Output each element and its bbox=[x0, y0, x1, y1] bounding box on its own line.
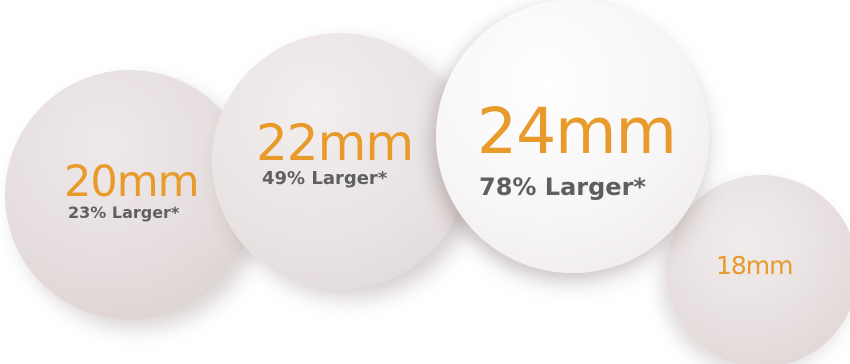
coin-20mm bbox=[5, 70, 255, 320]
coin-22mm bbox=[212, 33, 468, 289]
coin-20mm-percent-label: 23% Larger* bbox=[68, 203, 180, 222]
coin-22mm-percent-label: 49% Larger* bbox=[262, 168, 388, 189]
coin-24mm-size-label: 24mm bbox=[477, 95, 677, 168]
coin-18mm-size-label: 18mm bbox=[716, 251, 794, 280]
coin-24mm-percent-label: 78% Larger* bbox=[479, 173, 646, 201]
coin-22mm-size-label: 22mm bbox=[256, 114, 414, 172]
coin-20mm-size-label: 20mm bbox=[64, 157, 199, 207]
coin-18mm bbox=[666, 175, 850, 364]
coin-24mm bbox=[436, 0, 709, 273]
